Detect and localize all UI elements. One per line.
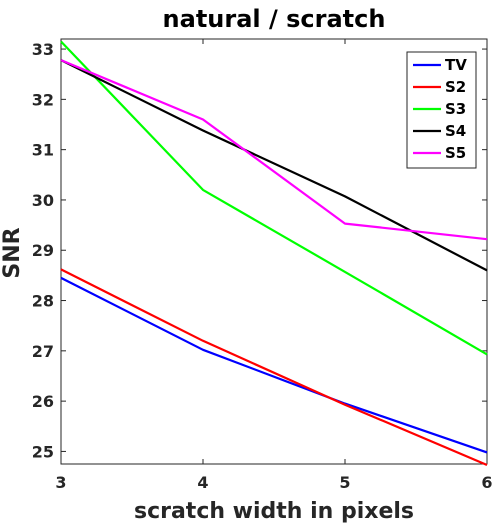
series-line-s4: [60, 59, 488, 272]
y-tick-label: 32: [32, 90, 54, 109]
y-tick-label: 30: [32, 191, 54, 210]
chart-title: natural / scratch: [163, 5, 386, 33]
y-tick-label: 26: [32, 392, 54, 411]
x-tick-label: 4: [197, 473, 208, 492]
plot-area: 3 4 5 6 25 26 27 28 29 30 31 32 33: [32, 38, 493, 492]
y-tick-label: 33: [32, 40, 54, 59]
y-tick-label: 25: [32, 442, 54, 461]
y-tick-label: 31: [32, 141, 54, 160]
y-tick-label: 28: [32, 292, 54, 311]
x-tick-label: 6: [481, 473, 492, 492]
legend-label-s2: S2: [445, 78, 466, 96]
y-axis-label: SNR: [0, 227, 25, 278]
series-line-s2: [60, 268, 488, 467]
legend-label-s4: S4: [445, 122, 466, 140]
x-tick-label: 3: [55, 473, 66, 492]
legend-label-tv: TV: [445, 56, 467, 74]
axes-box: [60, 38, 488, 465]
series-line-s3: [60, 40, 488, 356]
y-tick-label: 29: [32, 241, 54, 260]
x-axis-label: scratch width in pixels: [134, 499, 414, 524]
legend: TV S2 S3 S4 S5: [406, 51, 477, 169]
legend-label-s3: S3: [445, 100, 466, 118]
series-line-s5: [60, 59, 488, 241]
y-tick-label: 27: [32, 342, 54, 361]
x-tick-label: 5: [339, 473, 350, 492]
series-line-tv: [60, 276, 488, 454]
legend-label-s5: S5: [445, 144, 466, 162]
